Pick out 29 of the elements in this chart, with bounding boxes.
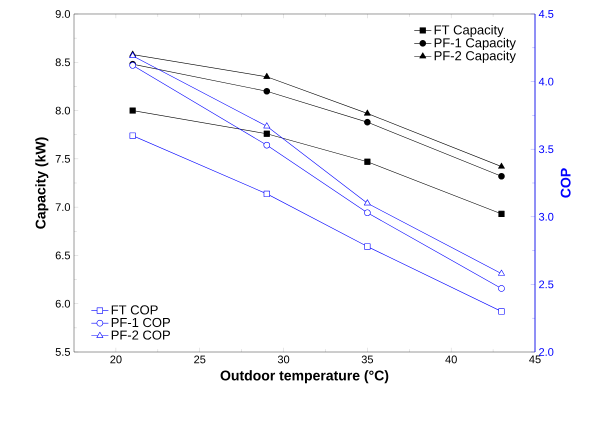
y-tick-label: 8.0 bbox=[56, 106, 70, 114]
y2-tick-label: 3.0 bbox=[538, 212, 554, 221]
y2-tick-label: 2.5 bbox=[539, 280, 554, 288]
y2-tick-label: 4.0 bbox=[538, 78, 554, 86]
legend-label: PF-2 COP bbox=[112, 330, 170, 340]
x-tick-label: 35 bbox=[362, 356, 374, 364]
legend-label: FT Capacity bbox=[434, 24, 504, 38]
y2-tick-label: 2.0 bbox=[539, 348, 554, 356]
y-axis-title: Capacity (kW) bbox=[35, 137, 48, 229]
legend-label: PF-2 Capacity bbox=[434, 50, 516, 63]
y2-tick-label: 3.5 bbox=[538, 145, 554, 154]
y-tick-label: 6.5 bbox=[56, 252, 70, 260]
x-tick-label: 45 bbox=[529, 356, 541, 364]
y-tick-label: 9.0 bbox=[56, 10, 70, 18]
x-tick-label: 30 bbox=[278, 356, 290, 364]
y2-axis-title: COP bbox=[560, 168, 571, 198]
y-tick-label: 5.5 bbox=[56, 348, 70, 356]
x-tick-label: 40 bbox=[445, 356, 457, 364]
y2-tick-label: 4.5 bbox=[538, 10, 554, 18]
legend-label: FT COP bbox=[112, 305, 158, 315]
x-tick-label: 25 bbox=[194, 356, 206, 364]
y-tick-label: 7.5 bbox=[56, 155, 70, 163]
x-tick-label: 20 bbox=[110, 356, 122, 364]
y-tick-label: 8.5 bbox=[56, 58, 70, 66]
legend-label: PF-1 COP bbox=[112, 318, 170, 328]
y-tick-label: 6.0 bbox=[56, 300, 70, 308]
y-tick-label: 7.0 bbox=[56, 203, 70, 212]
x-axis-title: Outdoor temperature (°C) bbox=[220, 370, 388, 384]
legend-label: PF-1 Capacity bbox=[434, 38, 516, 50]
